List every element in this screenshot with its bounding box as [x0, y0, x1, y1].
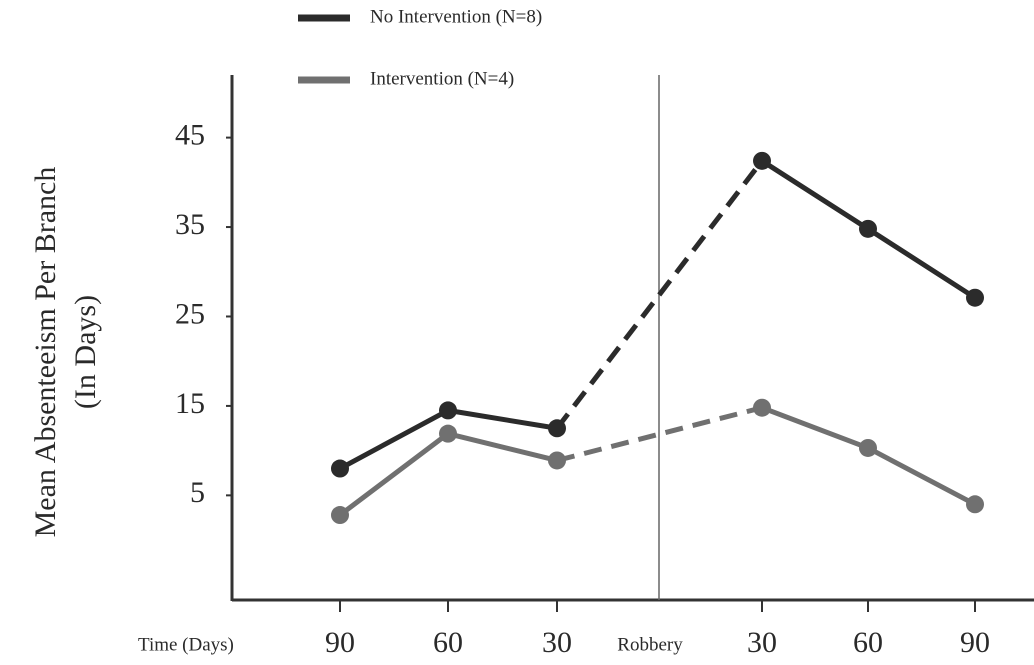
x-tick-label: 90 [325, 626, 355, 659]
data-point [966, 495, 984, 514]
data-point [966, 288, 984, 307]
data-point [753, 151, 771, 170]
y-tick-label: 15 [175, 387, 205, 420]
legend-label: No Intervention (N=8) [370, 6, 542, 27]
y-tick-label: 25 [175, 297, 205, 330]
y-tick-label: 45 [175, 118, 205, 151]
data-point [439, 424, 457, 443]
data-point [548, 419, 566, 438]
data-point [753, 398, 771, 417]
y-tick-label: 5 [190, 476, 205, 509]
data-point [548, 451, 566, 470]
x-tick-label: 90 [960, 626, 990, 659]
data-point [859, 438, 877, 457]
data-point [331, 506, 349, 525]
data-point [331, 459, 349, 478]
series-line [555, 159, 764, 430]
event-label: Robbery [617, 634, 683, 655]
data-point [859, 219, 877, 238]
x-tick-label: 60 [433, 626, 463, 659]
x-tick-label: 30 [542, 626, 572, 659]
series-line [338, 431, 558, 518]
legend-label: Intervention (N=4) [370, 68, 514, 89]
y-axis-label: Mean Absenteeism Per Branch [29, 167, 62, 538]
y-axis-label: (In Days) [69, 295, 102, 409]
series-line [556, 405, 763, 463]
x-tick-label: 60 [853, 626, 883, 659]
x-tick-label: 30 [747, 626, 777, 659]
y-tick-label: 35 [175, 208, 205, 241]
x-axis-label: Time (Days) [138, 634, 234, 655]
data-point [439, 401, 457, 420]
